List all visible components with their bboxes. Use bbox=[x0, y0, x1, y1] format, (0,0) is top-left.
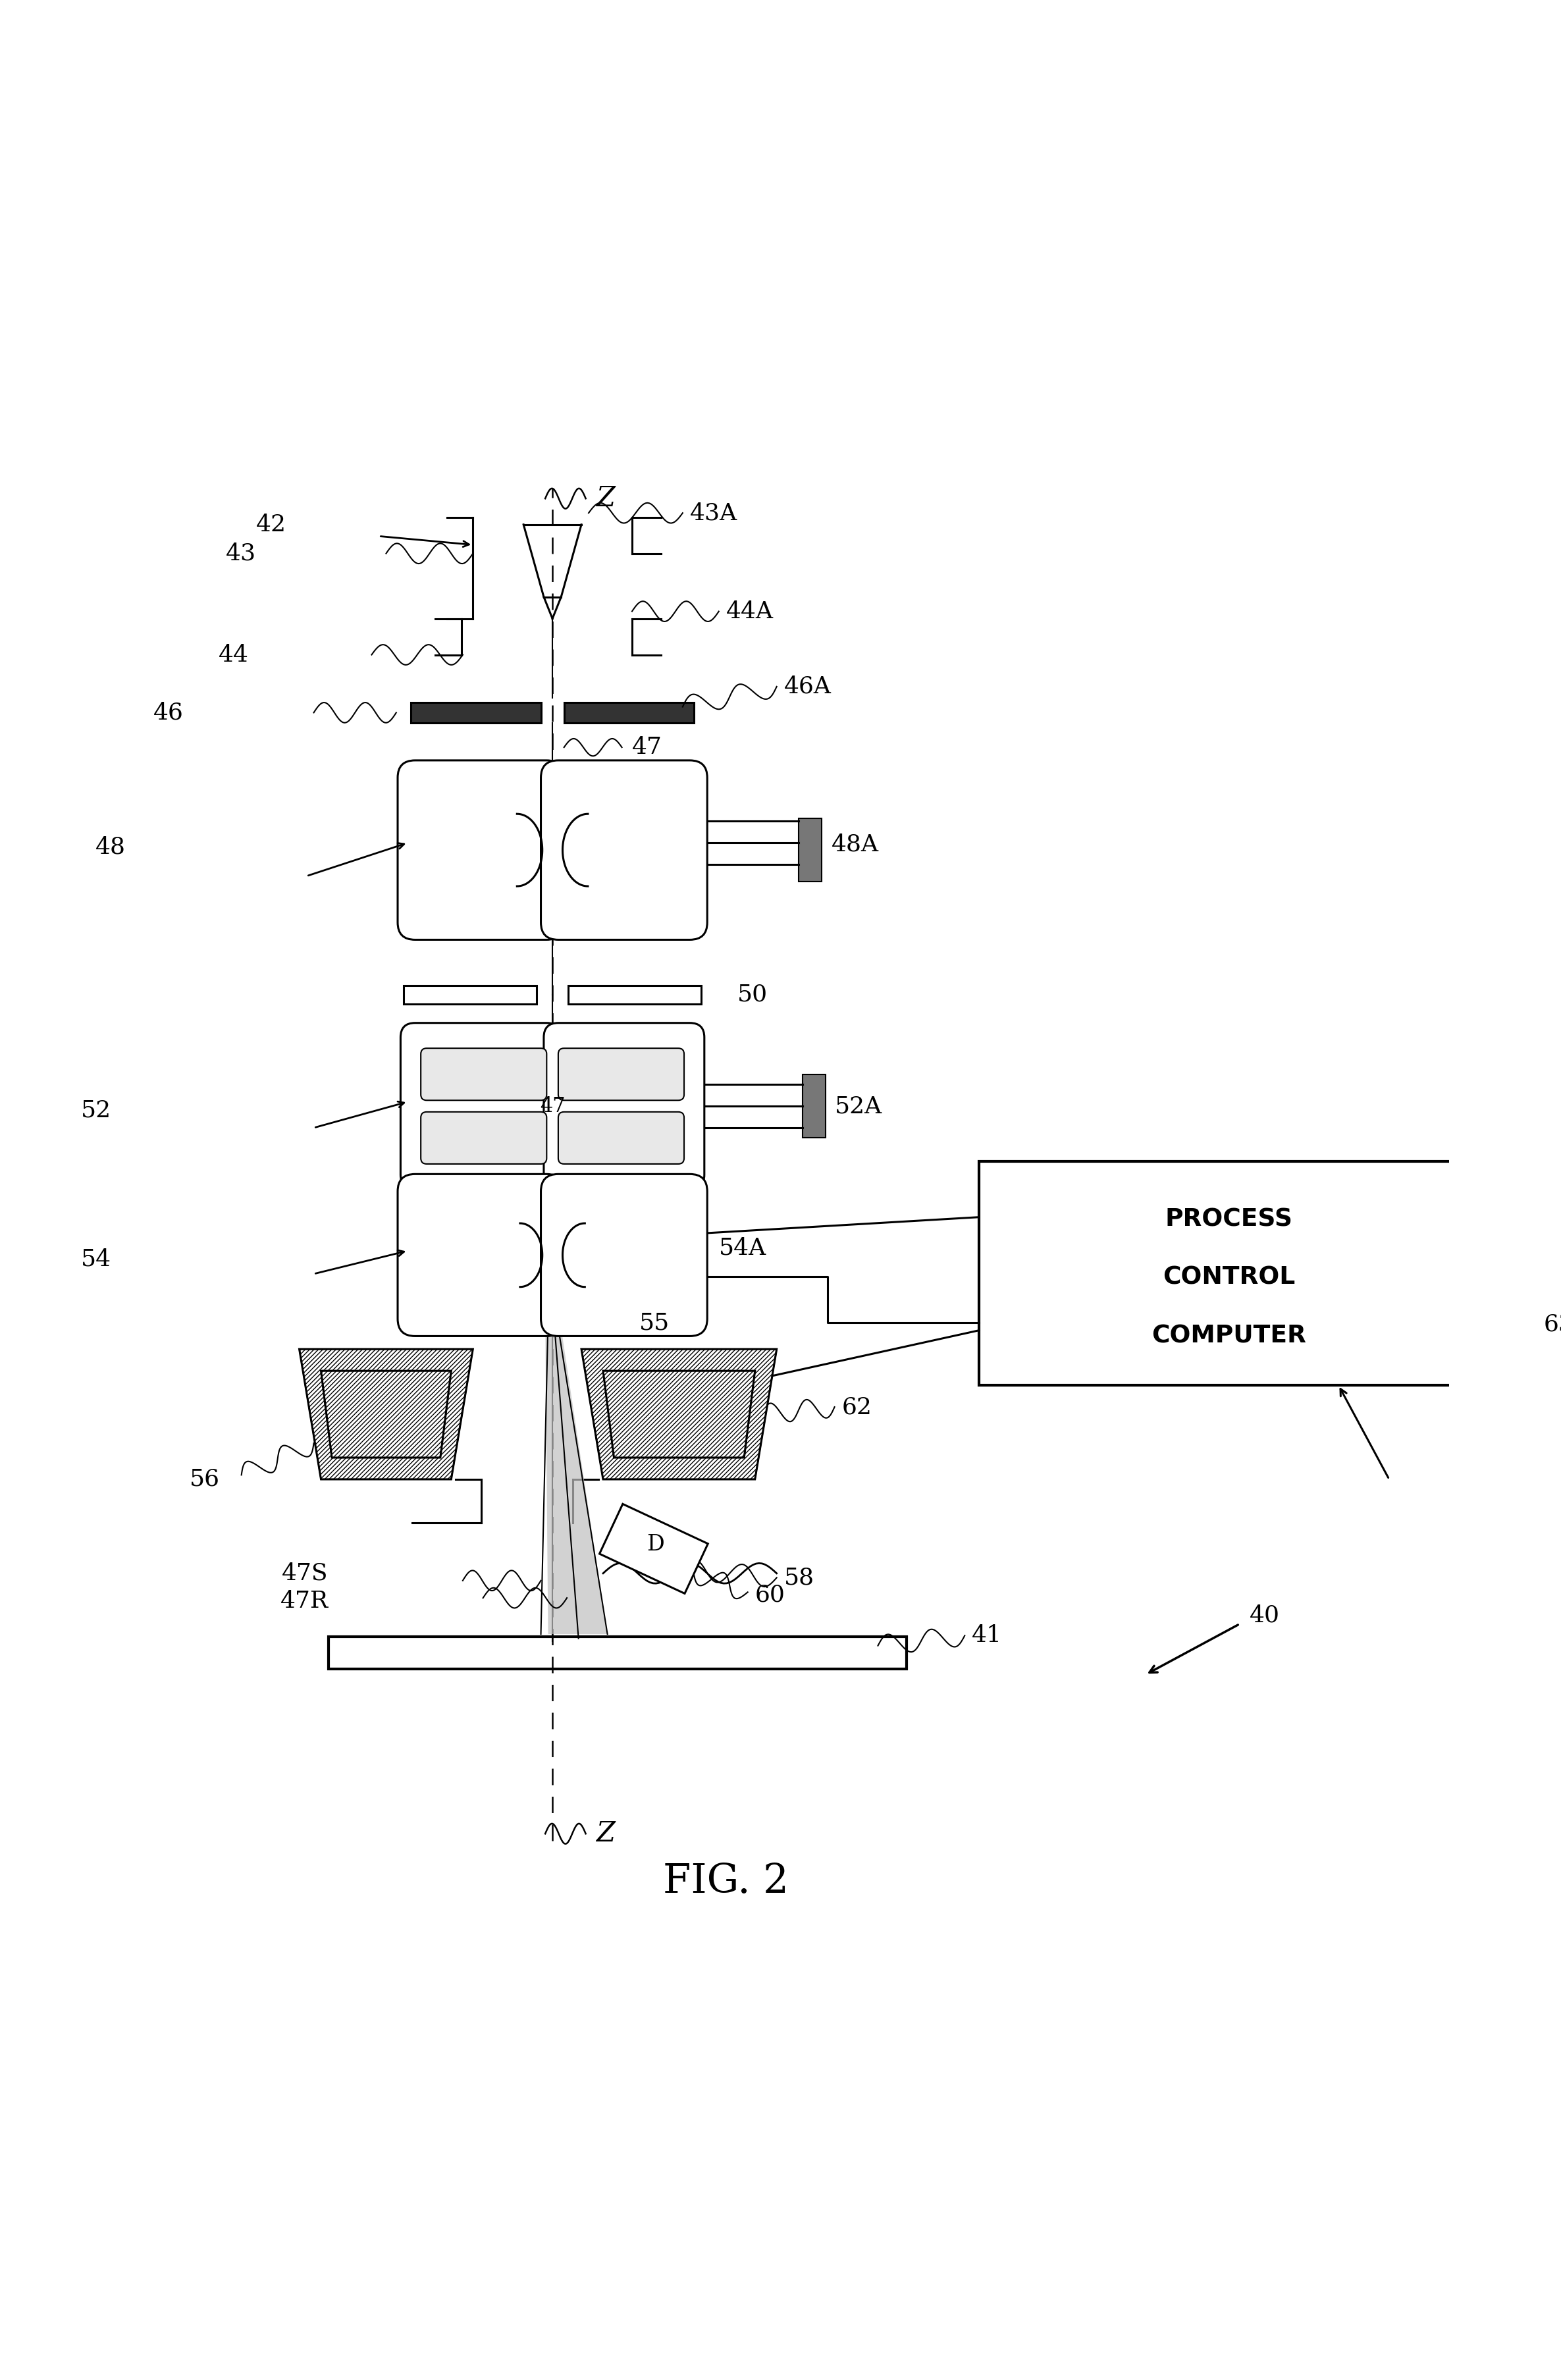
Bar bbox=[568, 985, 701, 1004]
Text: 60: 60 bbox=[756, 1583, 785, 1606]
Text: 58: 58 bbox=[784, 1566, 815, 1590]
Bar bbox=[979, 1161, 1478, 1385]
Polygon shape bbox=[581, 1349, 777, 1480]
Text: 41: 41 bbox=[973, 1626, 1002, 1647]
Polygon shape bbox=[603, 1371, 756, 1457]
Text: 47: 47 bbox=[632, 735, 662, 759]
Text: 62: 62 bbox=[841, 1395, 873, 1418]
FancyBboxPatch shape bbox=[559, 1111, 684, 1164]
Text: 44A: 44A bbox=[726, 600, 773, 624]
Bar bbox=[564, 702, 695, 724]
Text: 43: 43 bbox=[225, 543, 256, 564]
FancyBboxPatch shape bbox=[540, 1173, 707, 1335]
Text: COMPUTER: COMPUTER bbox=[1152, 1323, 1307, 1347]
Bar bbox=[798, 819, 821, 883]
FancyBboxPatch shape bbox=[398, 1173, 564, 1335]
Text: PROCESS: PROCESS bbox=[1165, 1207, 1293, 1230]
FancyBboxPatch shape bbox=[540, 759, 707, 940]
Text: 56: 56 bbox=[189, 1468, 220, 1490]
Text: 43A: 43A bbox=[690, 502, 737, 524]
FancyBboxPatch shape bbox=[559, 1047, 684, 1100]
Text: 46: 46 bbox=[153, 702, 184, 724]
FancyBboxPatch shape bbox=[421, 1047, 546, 1100]
Text: 42: 42 bbox=[256, 514, 286, 536]
Text: 47: 47 bbox=[540, 1095, 565, 1116]
Bar bbox=[328, 1637, 907, 1668]
Bar bbox=[411, 702, 540, 724]
Text: 52: 52 bbox=[81, 1100, 111, 1121]
Text: 47R: 47R bbox=[279, 1590, 328, 1611]
Text: Z: Z bbox=[596, 1821, 615, 1847]
Text: 54: 54 bbox=[81, 1247, 111, 1271]
Polygon shape bbox=[322, 1371, 451, 1457]
FancyBboxPatch shape bbox=[398, 759, 564, 940]
Text: FIG. 2: FIG. 2 bbox=[663, 1861, 788, 1902]
Polygon shape bbox=[300, 1349, 473, 1480]
Bar bbox=[802, 1073, 826, 1138]
Text: 54A: 54A bbox=[718, 1238, 766, 1259]
Text: 48: 48 bbox=[95, 835, 126, 859]
Text: 40: 40 bbox=[1250, 1604, 1280, 1626]
FancyBboxPatch shape bbox=[401, 1023, 560, 1190]
Text: 44: 44 bbox=[219, 643, 248, 666]
Text: 48A: 48A bbox=[832, 833, 879, 854]
Text: 50: 50 bbox=[738, 983, 768, 1007]
FancyBboxPatch shape bbox=[421, 1111, 546, 1164]
FancyBboxPatch shape bbox=[543, 1023, 704, 1190]
Text: 52A: 52A bbox=[835, 1095, 882, 1116]
Text: 55: 55 bbox=[640, 1311, 670, 1335]
Text: 46A: 46A bbox=[784, 676, 830, 697]
Text: CONTROL: CONTROL bbox=[1163, 1266, 1296, 1290]
Text: 47S: 47S bbox=[283, 1561, 328, 1585]
FancyBboxPatch shape bbox=[599, 1504, 709, 1595]
Text: Z: Z bbox=[596, 486, 615, 512]
Bar bbox=[403, 985, 537, 1004]
Text: D: D bbox=[646, 1535, 665, 1557]
Text: 63: 63 bbox=[1544, 1314, 1561, 1335]
Polygon shape bbox=[545, 1319, 607, 1635]
